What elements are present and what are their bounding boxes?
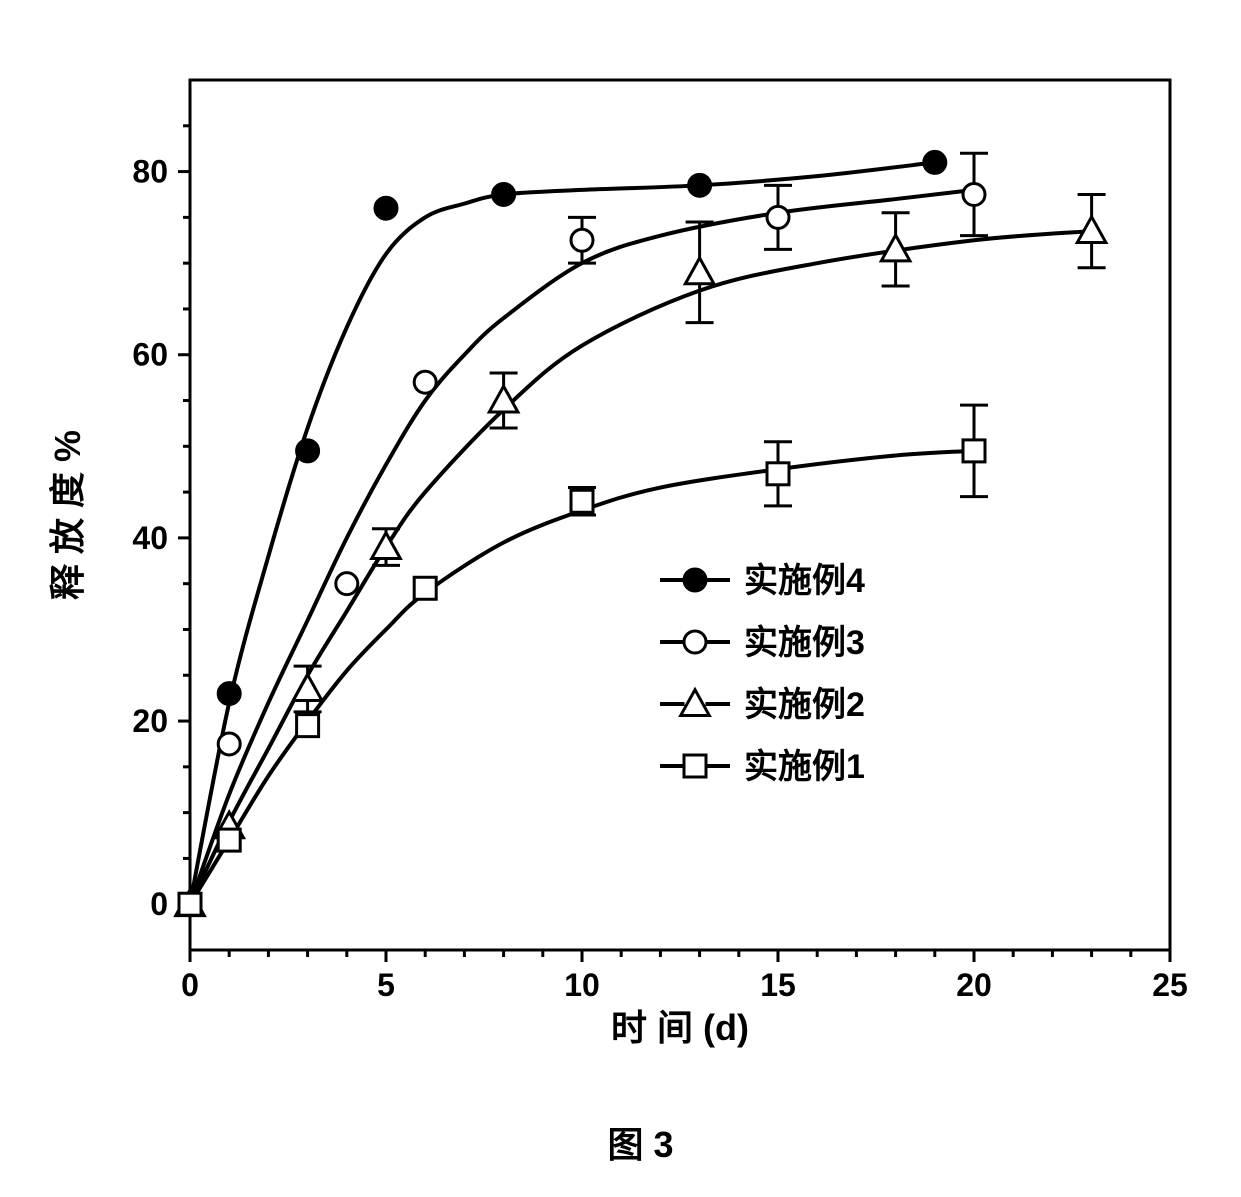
y-axis-label: 释 放 度 %	[47, 430, 88, 600]
marker-open-circle	[218, 733, 240, 755]
marker-open-square	[571, 490, 593, 512]
y-tick-label: 80	[132, 154, 168, 190]
y-tick-label: 40	[132, 520, 168, 556]
x-tick-label: 20	[956, 967, 992, 1003]
marker-filled-circle	[297, 440, 319, 462]
x-tick-label: 25	[1152, 967, 1188, 1003]
marker-open-square	[414, 577, 436, 599]
marker-open-square	[767, 463, 789, 485]
marker-open-triangle	[372, 533, 401, 559]
release-chart: 0 5 10 15 20 25 0 20 40 60 80 时 间 (d) 释 放 度 % 实施例4 实施例…	[20, 20, 1241, 1177]
legend-label: 实施例3	[744, 624, 865, 662]
marker-open-triangle	[685, 258, 714, 284]
marker-filled-circle	[493, 183, 515, 205]
marker-open-square	[179, 893, 201, 915]
marker-open-circle	[767, 206, 789, 228]
legend-label: 实施例2	[744, 686, 865, 724]
marker-filled-circle	[689, 174, 711, 196]
series-line-实施例2	[190, 231, 1092, 904]
marker-open-triangle	[293, 675, 322, 701]
marker-open-circle	[963, 183, 985, 205]
marker-filled-circle	[218, 683, 240, 705]
marker-open-square	[963, 440, 985, 462]
y-tick-label: 20	[132, 703, 168, 739]
marker-open-circle	[414, 371, 436, 393]
plot-frame	[190, 80, 1170, 950]
x-tick-label: 0	[181, 967, 199, 1003]
y-tick-label: 60	[132, 337, 168, 373]
legend-marker-open-triangle	[681, 690, 710, 716]
legend-marker-open-square	[684, 755, 706, 777]
legend-marker-filled-circle	[684, 569, 706, 591]
series-line-实施例3	[190, 190, 974, 904]
legend-label: 实施例4	[744, 562, 865, 600]
x-axis-label: 时 间 (d)	[611, 1007, 749, 1048]
marker-filled-circle	[924, 151, 946, 173]
marker-open-circle	[336, 573, 358, 595]
legend-label: 实施例1	[744, 748, 865, 786]
y-tick-label: 0	[150, 886, 168, 922]
marker-open-triangle	[1077, 217, 1106, 243]
x-tick-label: 5	[377, 967, 395, 1003]
figure-caption: 图 3	[607, 1124, 673, 1165]
x-tick-label: 15	[760, 967, 796, 1003]
marker-open-circle	[571, 229, 593, 251]
marker-filled-circle	[375, 197, 397, 219]
marker-open-square	[218, 829, 240, 851]
x-tick-label: 10	[564, 967, 600, 1003]
legend-marker-open-circle	[684, 631, 706, 653]
marker-open-square	[297, 715, 319, 737]
chart-svg: 0 5 10 15 20 25 0 20 40 60 80 时 间 (d) 释 放 度 % 实施例4 实施例…	[20, 20, 1241, 1177]
